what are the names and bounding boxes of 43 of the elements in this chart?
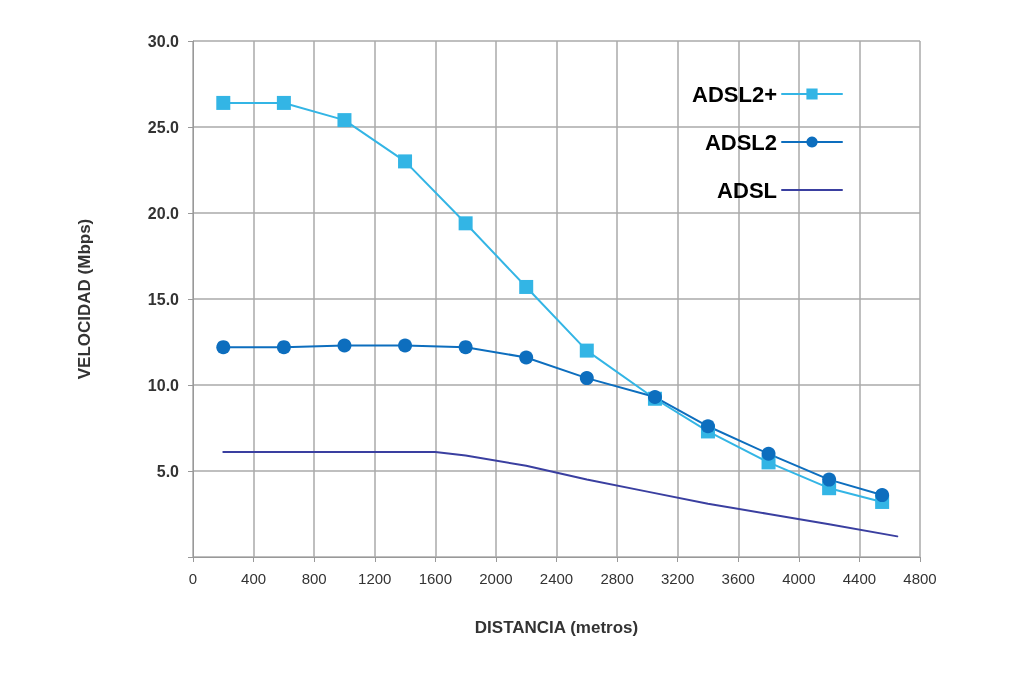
y-tick-label: 5.0 [156,462,180,480]
point [761,446,776,461]
y-tick-label: 25.0 [147,118,180,136]
x-tick-label: 0 [188,570,198,587]
y-tick-label: 20.0 [147,204,180,222]
point [216,95,231,110]
x-tick-label: 4400 [842,570,877,587]
x-tick-label: 2400 [539,570,574,587]
point [822,472,837,487]
point [579,371,594,386]
point [700,419,715,434]
x-tick-label: 4800 [903,570,937,587]
y-axis-title: VELOCIDAD (Mbps) [75,218,94,380]
point [337,113,352,128]
x-tick-label: 2800 [600,570,634,587]
point [519,350,534,365]
point [458,340,473,355]
point [276,340,291,355]
x-tick-label: 3200 [660,570,695,587]
x-tick-label: 4000 [782,570,816,587]
x-axis-title: DISTANCIA (metros) [474,618,639,637]
y-tick-label: 15.0 [147,290,180,308]
line-series [222,451,899,538]
point [458,216,473,231]
x-tick-label: 400 [241,570,267,587]
y-tick-label: 10.0 [147,376,180,394]
point [398,338,413,353]
x-tick-label: 2000 [479,570,513,587]
point [519,279,534,294]
point [216,340,231,355]
point [875,488,890,503]
point [398,154,413,169]
legend-label: ADSL2 [704,129,777,155]
y-tick-label: 30.0 [147,32,180,50]
legend-label: ADSL [717,177,777,203]
point [579,343,594,358]
point [337,338,352,353]
x-tick-label: 3600 [721,570,755,587]
legend-label: ADSL2+ [692,81,777,107]
x-tick-label: 1600 [418,570,453,587]
x-tick-label: 1200 [358,570,392,587]
x-tick-label: 800 [301,570,327,587]
point [276,95,291,110]
